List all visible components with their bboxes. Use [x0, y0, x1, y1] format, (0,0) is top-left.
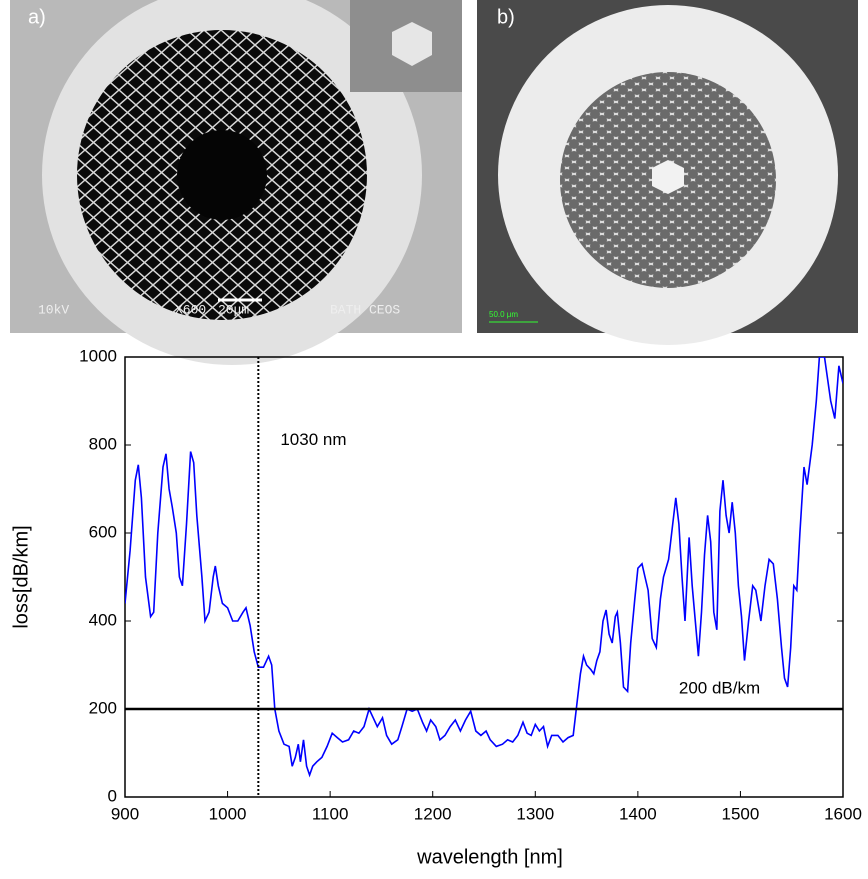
- plot-area: [125, 357, 843, 778]
- sem-image-a: a) 10kV X600 20μm BATH CEOS: [10, 0, 462, 365]
- y-tick-label: 600: [89, 522, 117, 541]
- x-tick-label: 900: [111, 804, 139, 823]
- y-tick-label: 1000: [79, 346, 117, 365]
- x-tick-label: 1100: [312, 804, 349, 823]
- sem-text: BATH CEOS: [330, 302, 400, 317]
- x-tick-label: 1300: [516, 804, 554, 823]
- sem-text: X600: [175, 302, 206, 317]
- annotation: 1030 nm: [280, 430, 346, 449]
- sem-text: 50.0 μm: [489, 310, 518, 319]
- sem-text: 10kV: [38, 302, 69, 317]
- x-tick-label: 1000: [209, 804, 247, 823]
- y-tick-label: 800: [89, 434, 117, 453]
- y-axis-label: loss[dB/km]: [10, 525, 32, 628]
- y-tick-label: 400: [89, 610, 117, 629]
- panel-label: a): [28, 6, 46, 28]
- x-tick-label: 1400: [619, 804, 657, 823]
- loss-line: [125, 357, 843, 778]
- x-tick-label: 1500: [722, 804, 760, 823]
- x-axis-label: wavelength [nm]: [416, 846, 563, 868]
- y-tick-label: 200: [89, 698, 117, 717]
- sem-image-b: b) 50.0 μm: [477, 0, 858, 345]
- panel-label: b): [497, 6, 515, 28]
- y-tick-label: 0: [108, 786, 117, 805]
- sem-text: 20μm: [218, 302, 249, 317]
- plot-frame: [124, 356, 844, 798]
- x-tick-label: 1600: [824, 804, 862, 823]
- annotation: 200 dB/km: [679, 678, 760, 697]
- x-tick-label: 1200: [414, 804, 452, 823]
